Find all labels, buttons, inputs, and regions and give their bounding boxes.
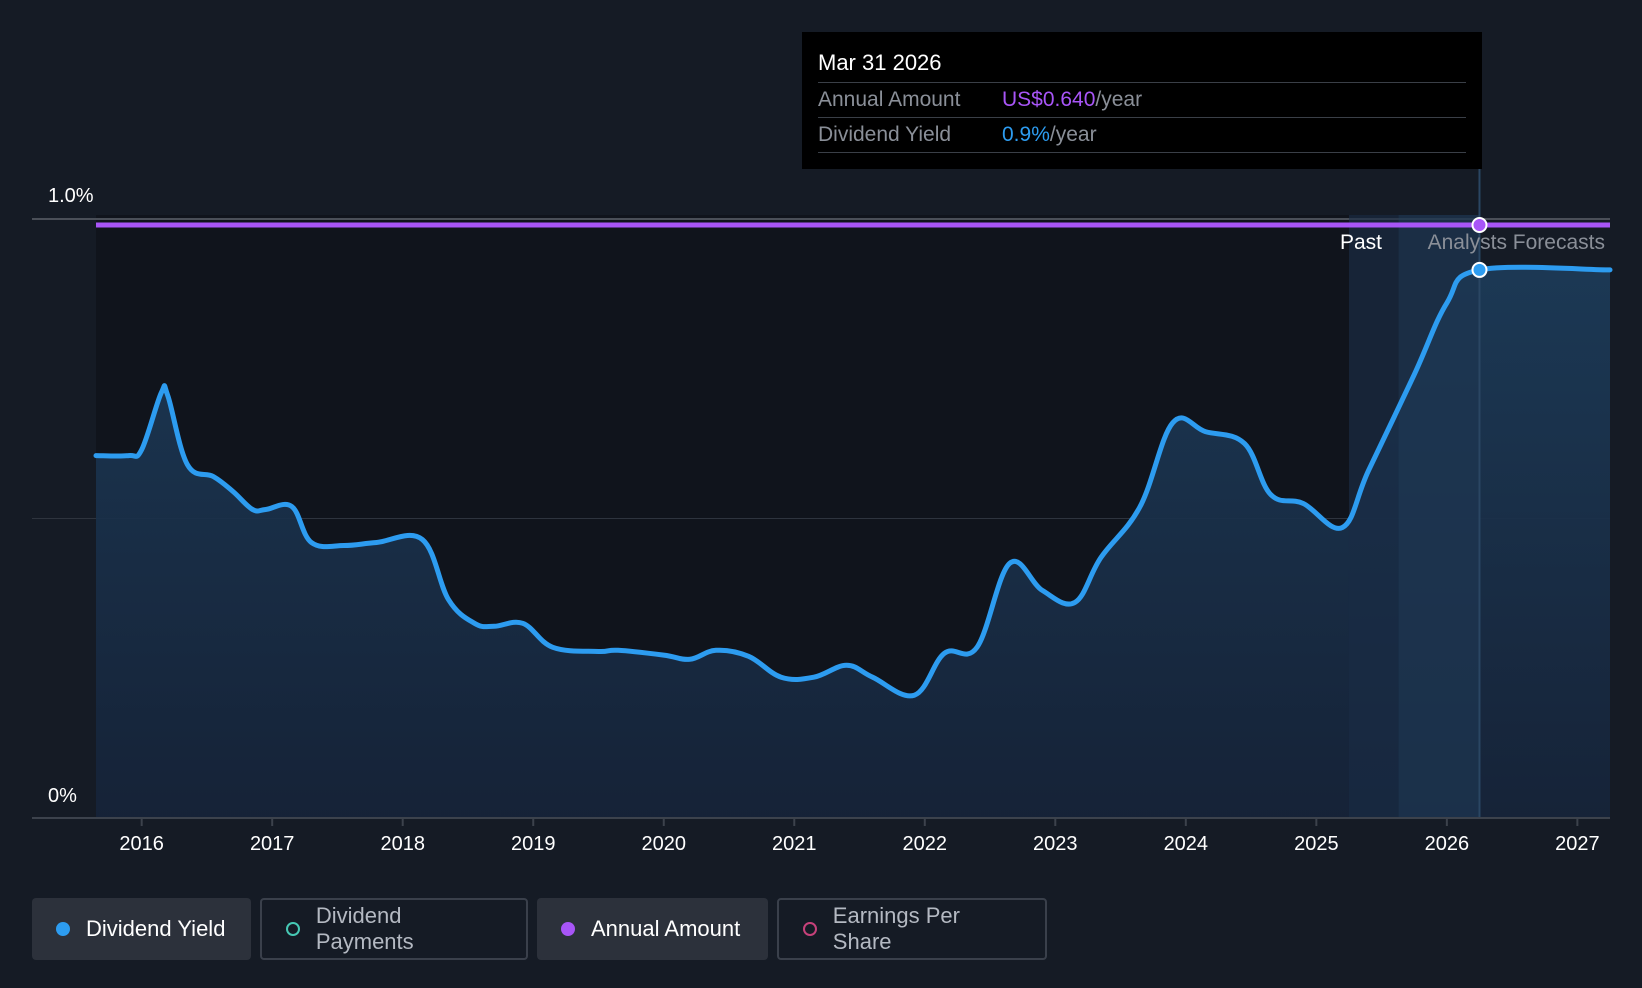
forecast-region-band [1398, 215, 1480, 818]
chart-legend: Dividend Yield Dividend Payments Annual … [32, 898, 1047, 960]
tooltip-annual-amount-label: Annual Amount [818, 88, 961, 111]
past-label: Past [1340, 231, 1382, 254]
x-tick-label: 2025 [1294, 833, 1339, 855]
x-axis-ticks: 2016 2017 2018 2019 2020 2021 2022 2023 2024 2025… [119, 818, 1600, 855]
x-tick-label: 2016 [119, 833, 164, 855]
earnings-per-share-ring-icon [803, 922, 817, 936]
dividend-payments-ring-icon [286, 922, 300, 936]
legend-dividend-payments[interactable]: Dividend Payments [260, 898, 528, 960]
tooltip-dividend-yield-unit: /year [1049, 123, 1097, 146]
dividend-yield-dot-icon [56, 922, 70, 936]
tooltip-dividend-yield-label: Dividend Yield [818, 123, 952, 146]
y-tick-label-bottom: 0% [48, 785, 77, 807]
x-tick-label: 2018 [380, 833, 425, 855]
dividend-yield-marker[interactable] [1471, 261, 1488, 278]
tooltip-date: Mar 31 2026 [818, 48, 1466, 83]
x-tick-label: 2017 [250, 833, 295, 855]
legend-dividend-yield-label: Dividend Yield [86, 916, 226, 941]
x-tick-label: 2020 [642, 833, 687, 855]
x-tick-label: 2023 [1033, 833, 1078, 855]
annual-amount-dot-icon [561, 922, 575, 936]
tooltip-dividend-yield-row: Dividend Yield 0.9% /year [818, 118, 1466, 153]
legend-dividend-payments-label: Dividend Payments [315, 903, 414, 954]
legend-annual-amount-label: Annual Amount [591, 916, 741, 941]
dividend-yield-area [96, 267, 1610, 818]
chart-tooltip: Mar 31 2026 Annual Amount US$0.640 /year… [802, 32, 1482, 169]
x-tick-label: 2026 [1425, 833, 1470, 855]
tooltip-annual-amount-unit: /year [1095, 88, 1143, 111]
legend-annual-amount[interactable]: Annual Amount [537, 898, 768, 960]
legend-dividend-yield[interactable]: Dividend Yield [32, 898, 251, 960]
legend-earnings-per-share-label: Earnings Per Share [832, 903, 960, 954]
analysts-forecasts-label: Analysts Forecasts [1428, 231, 1605, 254]
tooltip-annual-amount-value: US$0.640 [1002, 88, 1096, 111]
x-tick-label: 2021 [772, 833, 817, 855]
tooltip-dividend-yield-value: 0.9% [1002, 123, 1050, 146]
transition-region-band [1348, 215, 1399, 818]
annual-amount-marker[interactable] [1471, 216, 1488, 233]
x-tick-label: 2024 [1164, 833, 1209, 855]
legend-earnings-per-share[interactable]: Earnings Per Share [777, 898, 1047, 960]
dividend-yield-line[interactable] [93, 264, 1613, 699]
x-tick-label: 2022 [903, 833, 948, 855]
x-tick-label: 2027 [1555, 833, 1600, 855]
tooltip-annual-amount-row: Annual Amount US$0.640 /year [818, 83, 1466, 118]
x-tick-label: 2019 [511, 833, 556, 855]
y-tick-label-top: 1.0% [48, 185, 94, 207]
